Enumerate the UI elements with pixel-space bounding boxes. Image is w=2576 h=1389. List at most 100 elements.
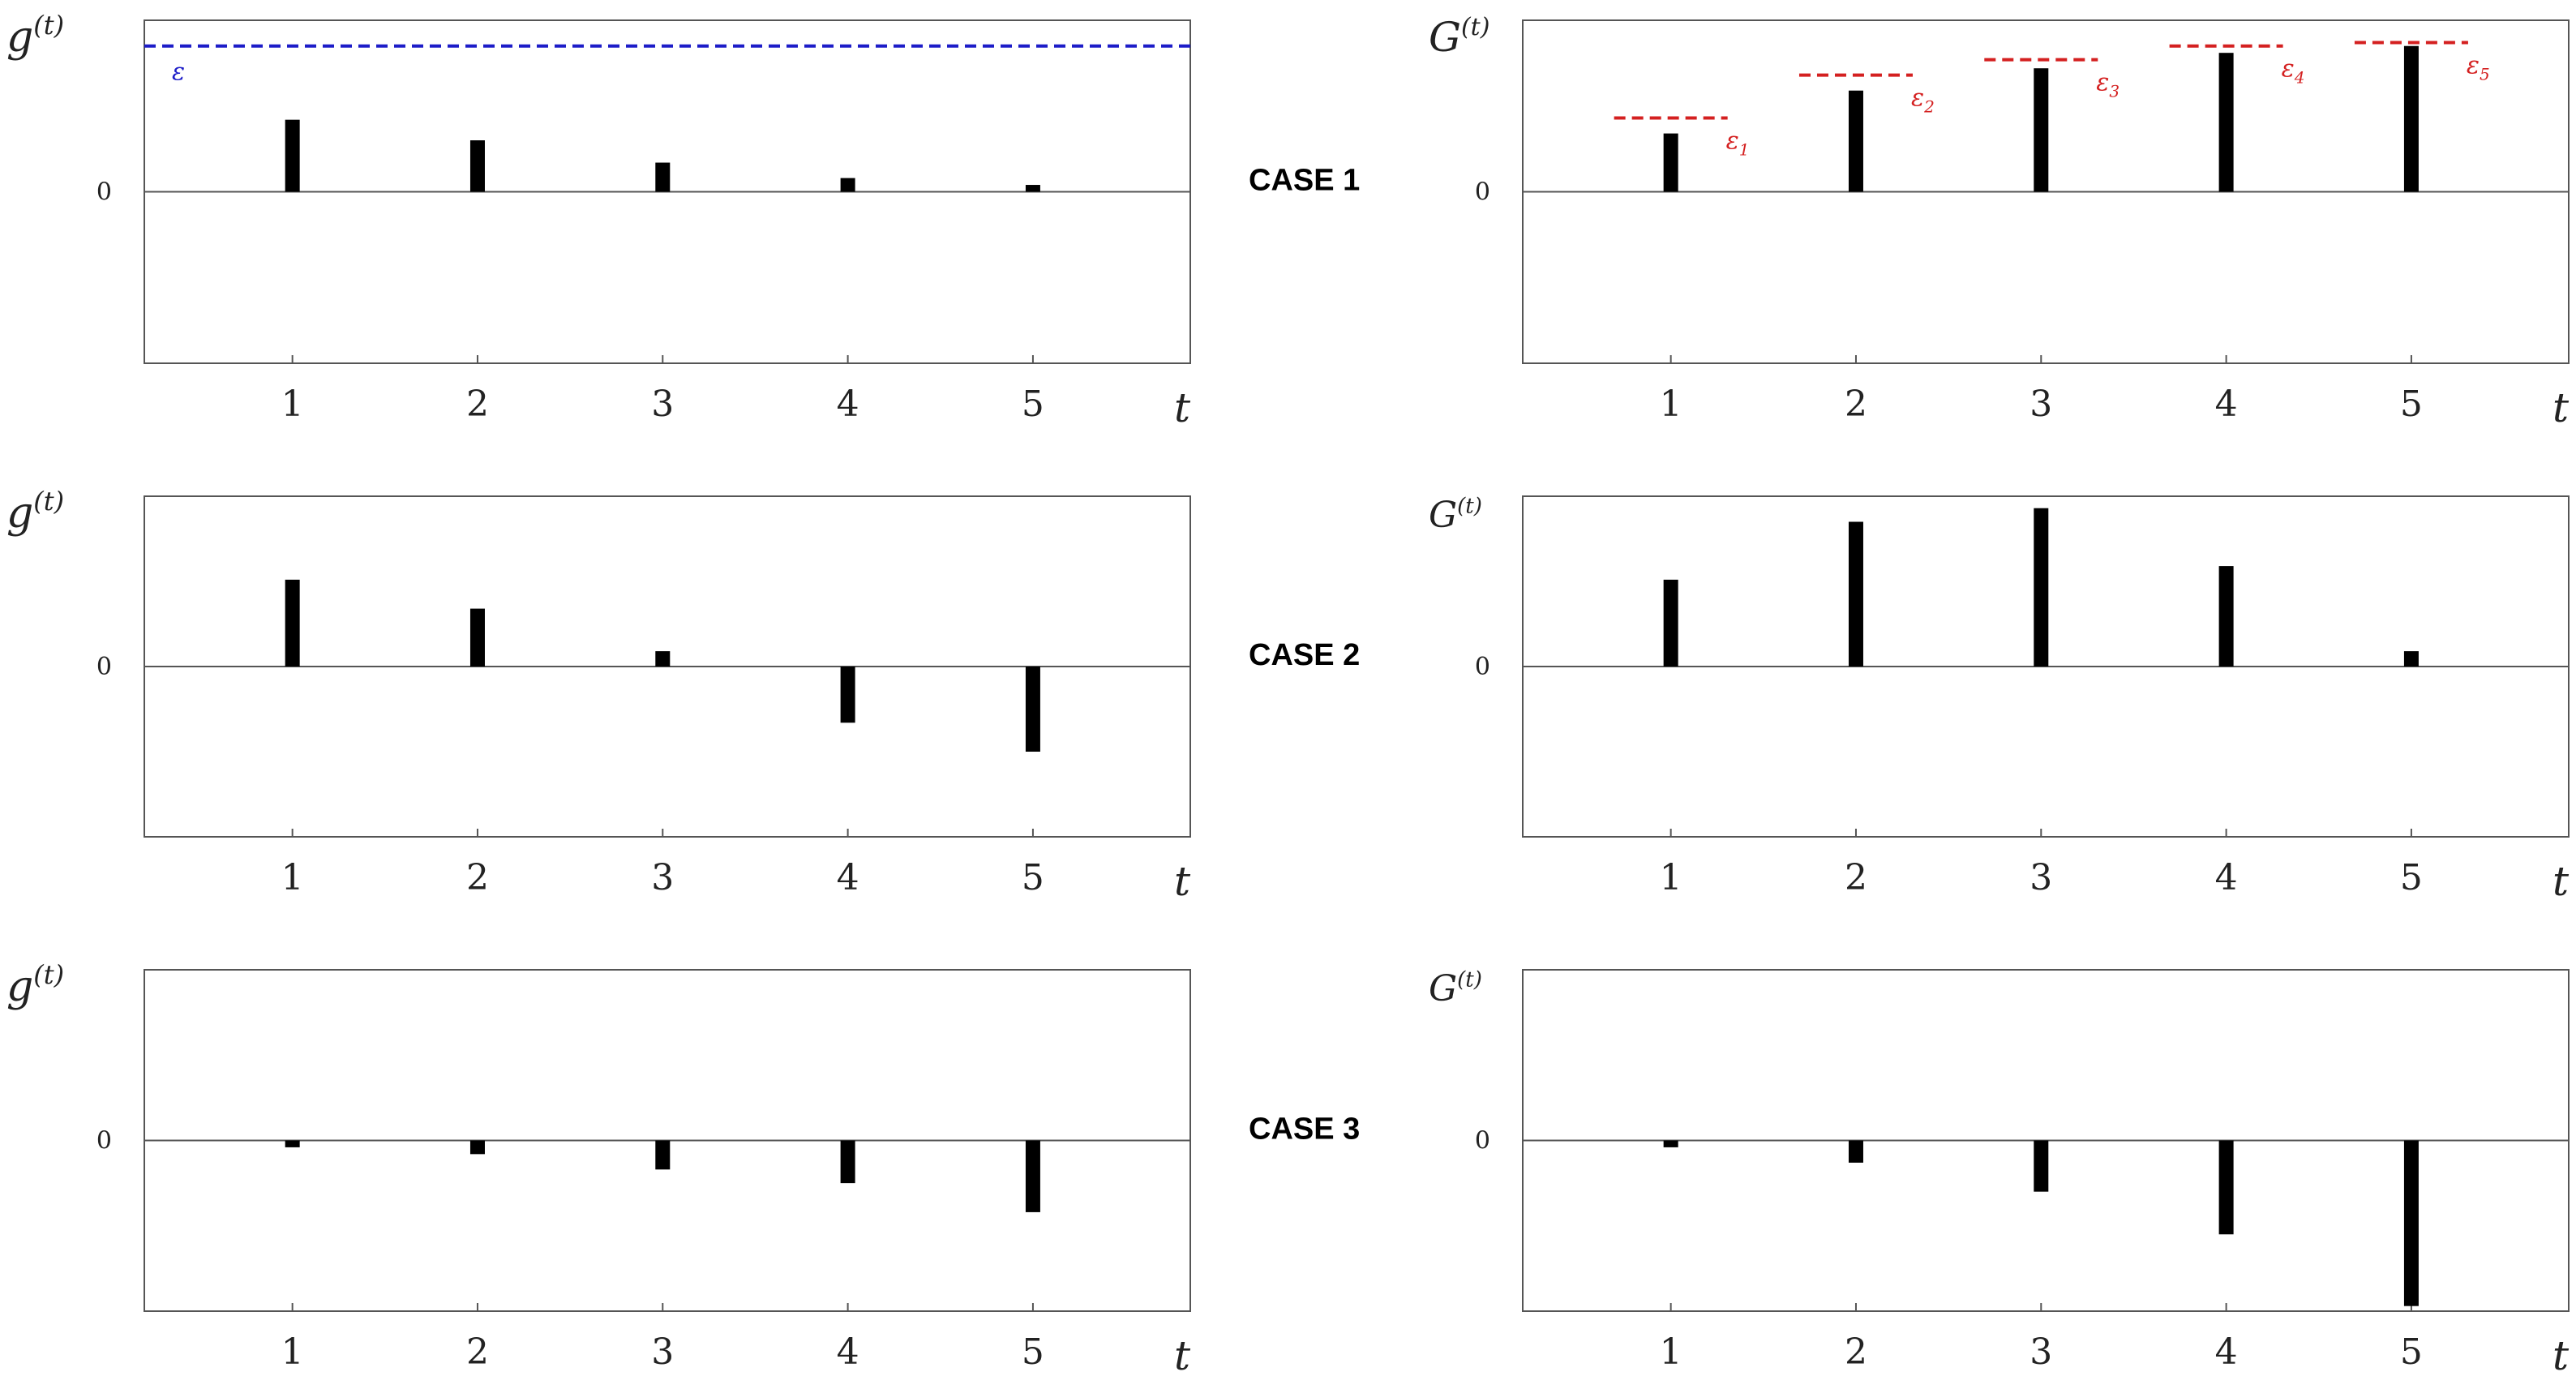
chart-panel-G-case-3: 0 1 2 3 4 5 t G(t) xyxy=(1429,967,2570,1379)
y-tick-label-zero: 0 xyxy=(1475,653,1490,681)
x-tick-label: 5 xyxy=(1022,1331,1044,1373)
bar-g-t1 xyxy=(285,1140,300,1147)
y-axis-superscript: (t) xyxy=(33,10,64,41)
epsilon-1-label: ε1 xyxy=(1726,127,1750,160)
bar-g-t2 xyxy=(469,608,485,667)
x-tick-label: 1 xyxy=(281,384,304,425)
x-axis-label: t xyxy=(1174,858,1191,905)
y-axis-superscript: (t) xyxy=(33,959,64,990)
x-tick-label: 2 xyxy=(1845,384,1867,425)
epsilon-subscript: 3 xyxy=(2109,82,2120,101)
y-axis-label: g(t) xyxy=(6,10,64,62)
x-tick-label: 4 xyxy=(2215,1331,2238,1373)
bar-G-t5 xyxy=(2403,45,2419,192)
bar-g-t5 xyxy=(1025,185,1040,192)
x-axis-label: t xyxy=(1174,1332,1191,1379)
y-tick-label-zero: 0 xyxy=(96,1127,112,1155)
x-axis-label: t xyxy=(2552,1332,2570,1379)
bar-g-t4 xyxy=(840,178,855,192)
epsilon-subscript: 1 xyxy=(1739,140,1750,160)
chart-panel-G-case-1: 0 1 2 3 4 5 t ε1 ε2 ε3 ε4 ε5 G(t) xyxy=(1429,13,2570,431)
bar-G-t1 xyxy=(1663,579,1678,667)
y-axis-label: G(t) xyxy=(1429,967,1482,1010)
x-tick-label: 2 xyxy=(1845,857,1867,898)
bar-g-t4 xyxy=(840,667,855,723)
y-axis-label: g(t) xyxy=(6,959,64,1011)
bar-g-t1 xyxy=(285,579,300,667)
bar-G-t2 xyxy=(1848,521,1863,667)
bar-G-t4 xyxy=(2218,566,2234,667)
x-tick-label: 2 xyxy=(466,1331,489,1373)
y-axis-symbol: G xyxy=(1429,495,1457,536)
epsilon-label: ε xyxy=(172,58,185,87)
y-axis-symbol: G xyxy=(1429,14,1461,61)
x-tick-label: 4 xyxy=(2215,384,2238,425)
bar-G-t4 xyxy=(2218,53,2234,192)
x-tick-label: 4 xyxy=(2215,857,2238,898)
y-axis-symbol: g xyxy=(6,489,33,538)
bar-G-t3 xyxy=(2034,1140,2049,1192)
bar-g-t5 xyxy=(1025,1140,1040,1212)
bar-g-t3 xyxy=(655,651,671,667)
case-label: CASE 2 xyxy=(1249,638,1360,672)
y-axis-superscript: (t) xyxy=(33,486,64,517)
bar-G-t4 xyxy=(2218,1140,2234,1235)
bar-g-t2 xyxy=(469,1140,485,1155)
y-tick-label-zero: 0 xyxy=(96,653,112,681)
chart-panel-g-case-2: 0 1 2 3 4 5 t g(t) CASE 2 xyxy=(6,486,1360,905)
y-axis-symbol: g xyxy=(6,962,33,1011)
bar-G-t5 xyxy=(2403,1140,2419,1306)
bar-G-t3 xyxy=(2034,68,2049,192)
x-tick-label: 2 xyxy=(466,857,489,898)
chart-panel-g-case-3: 0 1 2 3 4 5 t g(t) CASE 3 xyxy=(6,959,1360,1379)
x-tick-label: 3 xyxy=(651,1331,674,1373)
x-tick-label: 1 xyxy=(281,1331,304,1373)
x-tick-label: 4 xyxy=(837,1331,859,1373)
x-tick-label: 5 xyxy=(2400,1331,2423,1373)
y-axis-symbol: G xyxy=(1429,968,1457,1010)
bar-G-t1 xyxy=(1663,133,1678,192)
x-tick-label: 1 xyxy=(1660,1331,1682,1373)
bar-g-t5 xyxy=(1025,667,1040,752)
x-tick-label: 4 xyxy=(837,857,859,898)
x-tick-label: 2 xyxy=(1845,1331,1867,1373)
epsilon-3-label: ε3 xyxy=(2096,69,2120,101)
x-tick-label: 1 xyxy=(281,857,304,898)
x-tick-label: 1 xyxy=(1660,384,1682,425)
x-tick-label: 5 xyxy=(1022,857,1044,898)
bar-g-t1 xyxy=(285,119,300,192)
bar-g-t3 xyxy=(655,1140,671,1170)
bar-g-t4 xyxy=(840,1140,855,1184)
case-label: CASE 1 xyxy=(1249,164,1360,198)
epsilon-subscript: 2 xyxy=(1923,97,1935,117)
x-tick-label: 5 xyxy=(2400,857,2423,898)
case-label: CASE 3 xyxy=(1249,1112,1360,1147)
x-tick-label: 4 xyxy=(837,384,859,425)
bar-g-t3 xyxy=(655,162,671,192)
bar-G-t1 xyxy=(1663,1140,1678,1147)
x-tick-label: 2 xyxy=(466,384,489,425)
bar-G-t2 xyxy=(1848,1140,1863,1163)
x-axis-label: t xyxy=(1174,384,1191,431)
x-tick-label: 5 xyxy=(2400,384,2423,425)
x-tick-label: 1 xyxy=(1660,857,1682,898)
bar-g-t2 xyxy=(469,140,485,192)
y-axis-label: G(t) xyxy=(1429,494,1482,536)
epsilon-2-label: ε2 xyxy=(1911,84,1935,117)
y-tick-label-zero: 0 xyxy=(96,178,112,207)
y-axis-superscript: (t) xyxy=(1461,13,1489,41)
bar-G-t3 xyxy=(2034,508,2049,667)
epsilon-subscript: 5 xyxy=(2480,64,2490,84)
y-axis-label: g(t) xyxy=(6,486,64,538)
epsilon-5-label: ε5 xyxy=(2467,51,2490,84)
bar-G-t5 xyxy=(2403,651,2419,667)
x-tick-label: 3 xyxy=(2030,857,2052,898)
epsilon-subscript: 4 xyxy=(2294,68,2305,88)
x-tick-label: 3 xyxy=(651,384,674,425)
chart-panel-G-case-2: 0 1 2 3 4 5 t G(t) xyxy=(1429,494,2570,905)
y-tick-label-zero: 0 xyxy=(1475,1127,1490,1155)
chart-panel-g-case-1: 0 1 2 3 4 5 t ε g(t) CASE 1 xyxy=(6,10,1360,431)
y-axis-label: G(t) xyxy=(1429,13,1489,61)
y-axis-superscript: (t) xyxy=(1457,967,1482,992)
